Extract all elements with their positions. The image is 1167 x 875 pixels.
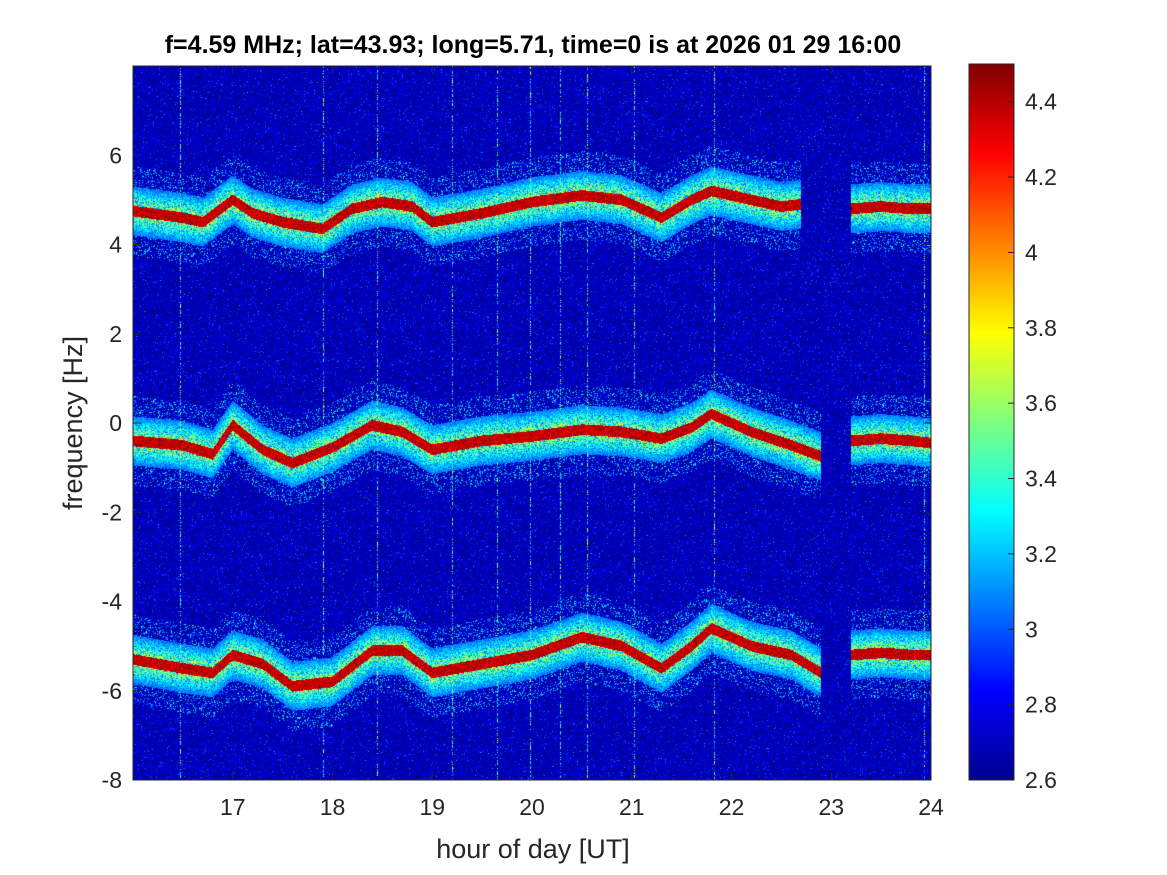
x-tick-label: 17 bbox=[220, 794, 246, 820]
x-tick-label: 24 bbox=[918, 794, 944, 820]
x-tick-label: 23 bbox=[818, 794, 844, 820]
y-tick-label: 2 bbox=[109, 321, 122, 347]
y-tick-label: -4 bbox=[102, 589, 123, 615]
x-tick-label: 18 bbox=[320, 794, 346, 820]
x-tick-label: 22 bbox=[719, 794, 745, 820]
colorbar-tick-label: 2.8 bbox=[1025, 692, 1057, 718]
x-tick-label: 20 bbox=[519, 794, 545, 820]
plot-area bbox=[133, 66, 931, 780]
colorbar-tick-label: 2.6 bbox=[1025, 767, 1057, 793]
y-tick-label: -2 bbox=[102, 499, 122, 525]
colorbar-ticks: 2.6 2.8 3 3.2 3.4 3.6 3.8 4 4.2 4.4 bbox=[1008, 89, 1057, 793]
colorbar-gradient bbox=[968, 63, 1015, 781]
colorbar-tick-label: 3.2 bbox=[1025, 541, 1057, 567]
colorbar-tick-label: 3.8 bbox=[1025, 315, 1057, 341]
chart-title: f=4.59 MHz; lat=43.93; long=5.71, time=0… bbox=[165, 31, 902, 59]
y-tick-label: 0 bbox=[109, 410, 122, 436]
colorbar-tick-label: 4 bbox=[1025, 239, 1038, 265]
colorbar-tick-label: 4.2 bbox=[1025, 164, 1057, 190]
x-tick-label: 19 bbox=[419, 794, 445, 820]
colorbar-tick-label: 3 bbox=[1025, 616, 1038, 642]
x-axis-label: hour of day [UT] bbox=[436, 834, 630, 864]
y-tick-label: 6 bbox=[109, 142, 122, 168]
x-tick-label: 21 bbox=[619, 794, 645, 820]
colorbar-tick-label: 3.6 bbox=[1025, 390, 1057, 416]
y-axis-label: frequency [Hz] bbox=[58, 336, 88, 510]
heatmap-image bbox=[133, 66, 931, 780]
colorbar-tick-label: 4.4 bbox=[1025, 89, 1057, 115]
spectrogram-heatmap bbox=[133, 66, 931, 780]
y-tick-label: -6 bbox=[102, 678, 122, 704]
colorbar: 2.6 2.8 3 3.2 3.4 3.6 3.8 4 4.2 4.4 bbox=[968, 63, 1057, 793]
y-tick-label: -8 bbox=[102, 767, 122, 793]
x-axis: 17 18 19 20 21 22 23 24 bbox=[220, 66, 944, 820]
colorbar-tick-label: 3.4 bbox=[1025, 466, 1057, 492]
y-tick-label: 4 bbox=[109, 232, 122, 258]
y-axis: -8 -6 -4 -2 0 2 4 6 bbox=[102, 142, 931, 793]
